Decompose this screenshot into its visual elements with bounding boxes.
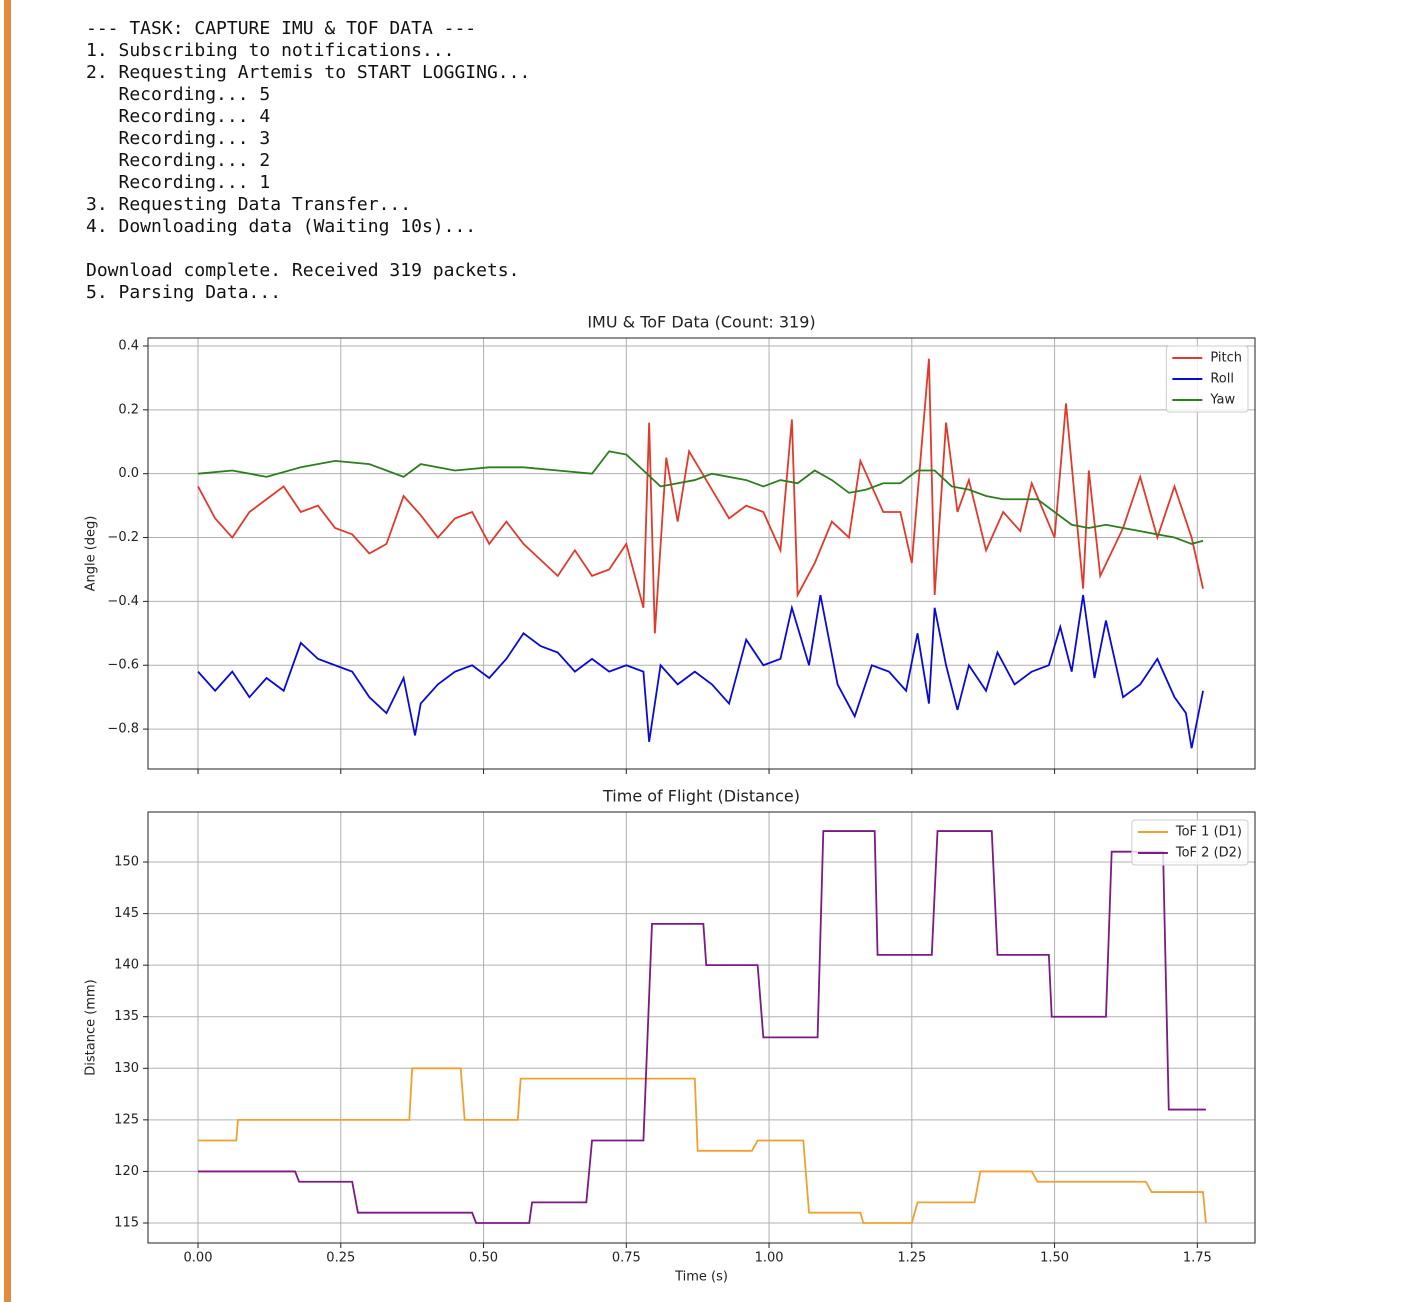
console-log: Download complete. Received 319 packets.… xyxy=(86,260,519,304)
legend: Pitch Roll Yaw xyxy=(1165,345,1249,413)
y-axis-label: Distance (mm) xyxy=(84,979,99,1075)
log-line: 4. Downloading data (Waiting 10s)... xyxy=(86,216,477,237)
log-line: Recording... 4 xyxy=(86,106,271,127)
y-tick-label: −0.2 xyxy=(107,530,139,545)
legend-frame xyxy=(1165,345,1249,413)
legend-label: ToF 1 (D1) xyxy=(1175,825,1242,840)
log-line: Recording... 2 xyxy=(86,150,271,171)
x-tick-label: 1.75 xyxy=(1183,1251,1212,1266)
legend-label: Pitch xyxy=(1210,351,1242,366)
chart-title: Time of Flight (Distance) xyxy=(602,787,800,806)
log-line: Recording... 5 xyxy=(86,84,271,105)
y-tick-label: −0.8 xyxy=(107,722,139,737)
x-tick-label: 0.00 xyxy=(184,1251,213,1266)
series-line xyxy=(198,830,1206,1224)
y-tick-label: 150 xyxy=(114,855,139,870)
y-tick-label: 120 xyxy=(114,1164,139,1179)
log-line: 5. Parsing Data... xyxy=(86,282,282,303)
log-line: Download complete. Received 319 packets. xyxy=(86,260,520,281)
y-tick-label: 0.4 xyxy=(118,338,139,353)
x-tick-label: 1.50 xyxy=(1040,1251,1069,1266)
x-tick-label: 0.25 xyxy=(326,1251,355,1266)
x-tick-label: 1.25 xyxy=(897,1251,926,1266)
log-line: 2. Requesting Artemis to START LOGGING..… xyxy=(86,62,531,83)
y-tick-label: 0.2 xyxy=(118,402,139,417)
y-tick-label: 125 xyxy=(114,1112,139,1127)
legend-label: Roll xyxy=(1210,372,1234,387)
log-line: --- TASK: CAPTURE IMU & TOF DATA --- xyxy=(86,18,477,39)
plot-frame xyxy=(147,811,1256,1244)
y-tick-label: 0.0 xyxy=(118,466,139,481)
log-line: 1. Subscribing to notifications... xyxy=(86,40,455,61)
legend: ToF 1 (D1) ToF 2 (D2) xyxy=(1131,819,1249,866)
y-axis-label: Angle (deg) xyxy=(84,516,99,592)
series-line xyxy=(197,358,1204,634)
log-line: Recording... 1 xyxy=(86,172,271,193)
y-tick-label: −0.4 xyxy=(107,594,139,609)
y-tick-label: 140 xyxy=(114,958,139,973)
series-line xyxy=(197,594,1204,749)
chart-title: IMU & ToF Data (Count: 319) xyxy=(587,313,815,332)
log-line: 3. Requesting Data Transfer... xyxy=(86,194,412,215)
legend-label: ToF 2 (D2) xyxy=(1175,846,1242,861)
plot-frame xyxy=(147,337,1256,770)
series-line xyxy=(198,1067,1207,1224)
x-axis-label: Time (s) xyxy=(674,1270,728,1285)
y-tick-label: 130 xyxy=(114,1061,139,1076)
log-line: Recording... 3 xyxy=(86,128,271,149)
x-tick-label: 0.75 xyxy=(612,1251,641,1266)
y-tick-label: 135 xyxy=(114,1009,139,1024)
y-tick-label: 115 xyxy=(114,1215,139,1230)
cell-marker xyxy=(4,0,11,1302)
x-tick-label: 0.50 xyxy=(469,1251,498,1266)
y-tick-label: 145 xyxy=(114,906,139,921)
y-tick-label: −0.6 xyxy=(107,658,139,673)
x-tick-label: 1.00 xyxy=(755,1251,784,1266)
console-log: --- TASK: CAPTURE IMU & TOF DATA --- 1. S… xyxy=(86,18,530,238)
legend-label: Yaw xyxy=(1209,393,1235,408)
series-line xyxy=(197,450,1204,545)
